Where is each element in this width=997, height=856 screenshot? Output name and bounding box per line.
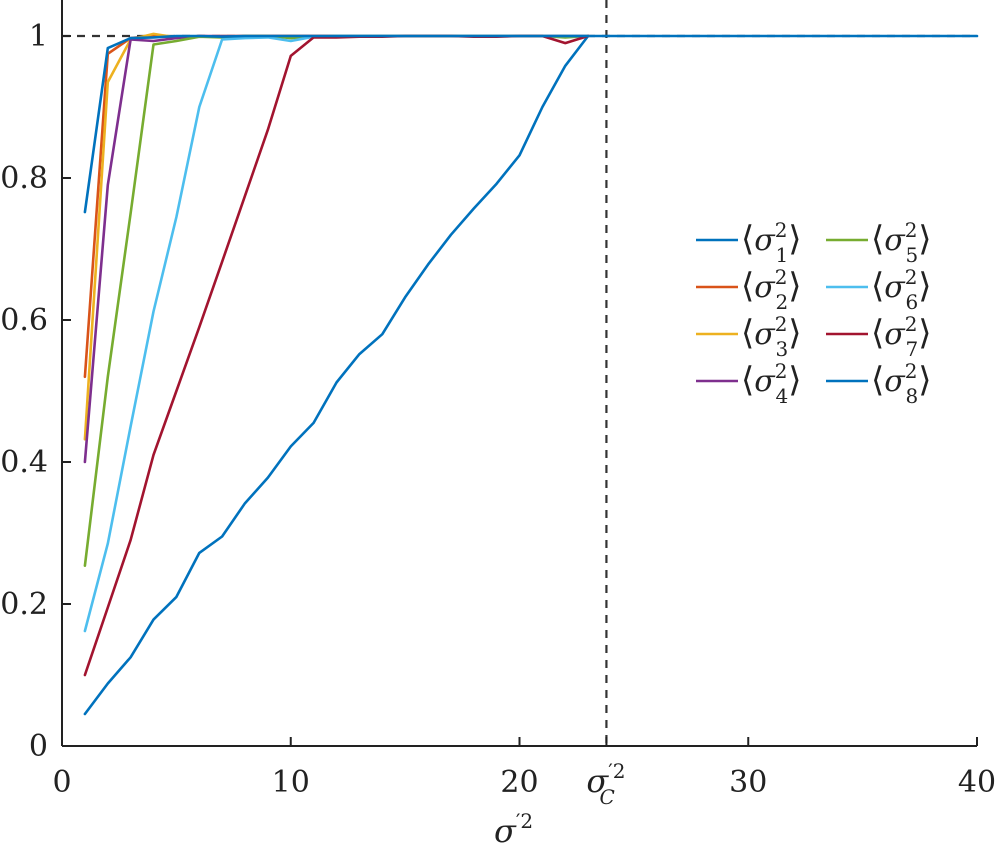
legend: ⟨σ2 1⟩⟨σ2 2⟩⟨σ2 3⟩⟨σ2 4⟩ ⟨σ2 5⟩⟨σ2 6⟩⟨σ2 7⟩⟨σ2 8⟩ <box>696 218 931 408</box>
series-line-3 <box>83 32 590 441</box>
legend-entry-label: ⟨σ2 2⟩ <box>741 265 801 314</box>
x-tick-label: 40 <box>958 765 996 800</box>
legend-entry-label: ⟨σ2 5⟩ <box>871 218 931 267</box>
legend-entry-label: ⟨σ2 1⟩ <box>741 218 801 267</box>
legend-entry-label: ⟨σ2 7⟩ <box>871 312 931 361</box>
x-tick-label: 10 <box>272 765 310 800</box>
x-tick-label: 0 <box>52 765 71 800</box>
x-tick-label-critical: σ′2 C <box>586 759 625 809</box>
y-tick-label: 0.4 <box>0 445 48 480</box>
legend-entry-label: ⟨σ2 6⟩ <box>871 265 931 314</box>
x-axis-label: σ′2 <box>494 809 533 850</box>
series-line-7 <box>83 34 590 677</box>
y-tick-label: 0 <box>29 729 48 764</box>
legend-entry-label: ⟨σ2 8⟩ <box>871 359 931 408</box>
series-line-2 <box>83 34 590 379</box>
series-line-6 <box>83 34 590 633</box>
series-line-8 <box>83 34 590 214</box>
series-layer <box>83 32 979 716</box>
y-tick-label: 0.6 <box>0 303 48 338</box>
y-tick-label: 1 <box>29 19 48 54</box>
x-tick-label: 20 <box>500 765 538 800</box>
series-line-4 <box>83 34 590 464</box>
legend-entry-label: ⟨σ2 4⟩ <box>741 359 801 408</box>
series-line-5 <box>83 34 590 568</box>
y-tick-label: 0.8 <box>0 161 48 196</box>
series-line-1 <box>83 34 979 716</box>
y-tick-label: 0.2 <box>0 587 48 622</box>
legend-entry-label: ⟨σ2 3⟩ <box>741 312 801 361</box>
x-tick-label: 30 <box>729 765 767 800</box>
